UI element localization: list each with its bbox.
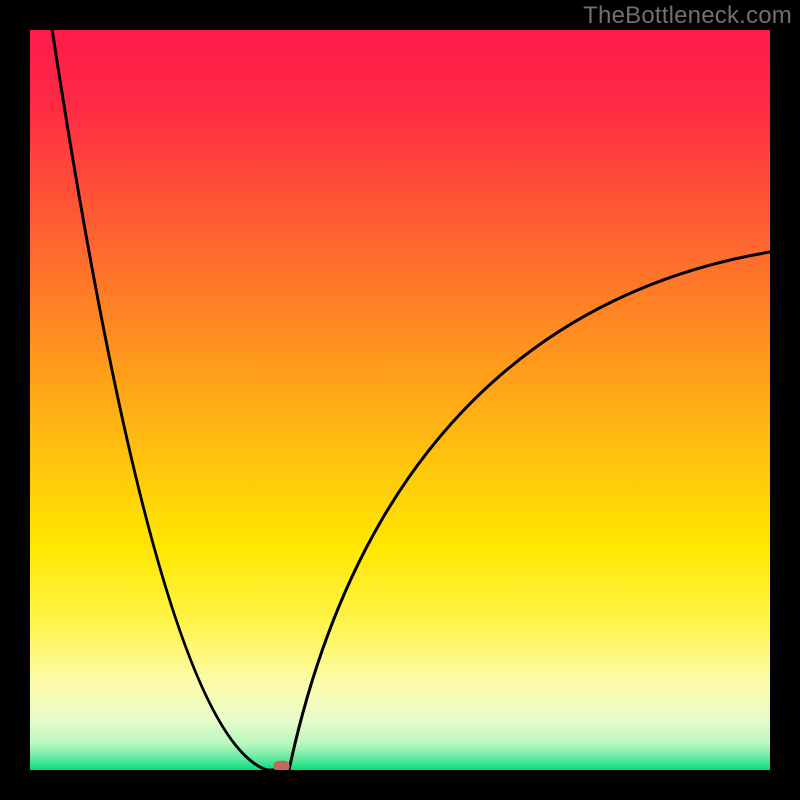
- bottleneck-chart: [0, 0, 800, 800]
- plot-area: [30, 30, 770, 772]
- gradient-background: [30, 30, 770, 770]
- watermark-label: TheBottleneck.com: [583, 2, 792, 30]
